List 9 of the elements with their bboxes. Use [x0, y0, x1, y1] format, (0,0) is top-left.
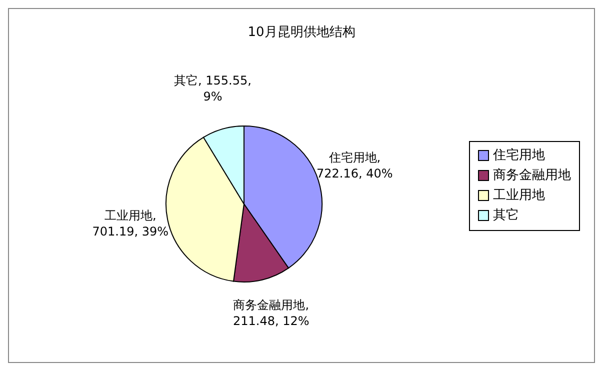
data-label: 住宅用地, 722.16, 40%: [316, 150, 393, 180]
legend-label: 工业用地: [493, 186, 545, 204]
legend-label: 其它: [493, 206, 519, 224]
chart-title: 10月昆明供地结构: [246, 24, 356, 41]
data-label: 商务金融用地, 211.48, 12%: [232, 298, 310, 328]
data-label: 其它, 155.55, 9%: [174, 73, 252, 104]
legend-label: 商务金融用地: [493, 166, 571, 184]
data-label: 工业用地, 701.19, 39%: [92, 208, 169, 239]
legend-label: 住宅用地: [493, 146, 545, 164]
